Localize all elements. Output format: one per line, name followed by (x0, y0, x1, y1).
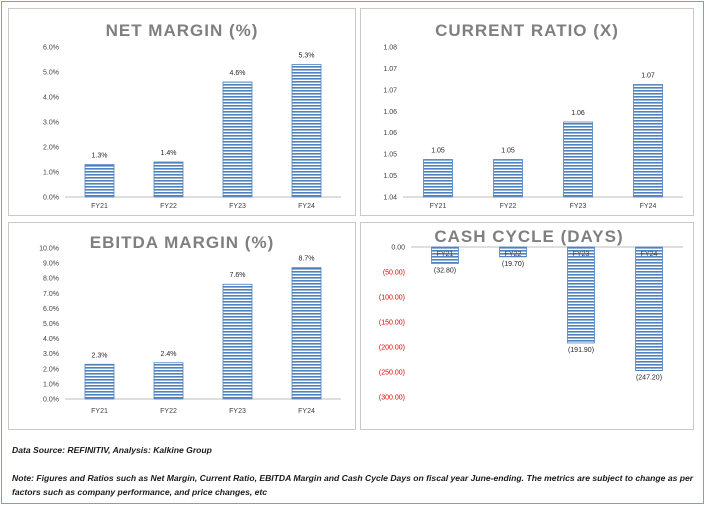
category-label: FY23 (573, 251, 590, 258)
y-tick-label: 3.0% (43, 351, 59, 358)
y-tick-label: 1.04 (383, 195, 397, 202)
y-tick-label: 9.0% (43, 261, 59, 268)
category-label: FY22 (160, 408, 177, 415)
bar-fy24 (291, 64, 322, 198)
note-text: Note: Figures and Ratios such as Net Mar… (12, 473, 694, 497)
y-tick-label: 0.0% (43, 195, 59, 202)
value-label: 7.6% (230, 272, 246, 279)
category-label: FY22 (160, 203, 177, 210)
y-tick-label: 1.0% (43, 170, 59, 177)
y-tick-label: 0.0% (43, 397, 59, 404)
bar-fy22 (499, 246, 527, 258)
value-label: 1.05 (501, 148, 515, 155)
ebitda-margin-panel: EBITDA MARGIN (%) 0.0% 1.0% 2.0% 3.0% 4.0% 5.0… (8, 222, 356, 430)
y-tick-label: 3.0% (43, 120, 59, 127)
y-tick-label: 2.0% (43, 145, 59, 152)
value-label: (19.70) (502, 261, 524, 268)
category-label: FY21 (437, 251, 454, 258)
bar-fy22 (493, 159, 523, 198)
y-tick-label: 1.0% (43, 381, 59, 388)
value-label: 1.06 (571, 110, 585, 117)
chart-title: CASH CYCLE (DAYS) (434, 227, 623, 246)
value-label: (191.90) (568, 347, 594, 354)
y-tick-label: 1.06 (383, 130, 397, 137)
value-label: 5.3% (299, 53, 315, 60)
bar-fy22 (153, 362, 184, 400)
category-label: FY23 (570, 203, 587, 210)
bar-fy24 (635, 246, 663, 371)
y-tick-label: 1.07 (383, 66, 397, 73)
y-tick-label: 1.07 (383, 87, 397, 94)
category-label: FY21 (91, 408, 108, 415)
bar-fy21 (423, 159, 453, 198)
ebitda-margin-chart: EBITDA MARGIN (%) 0.0% 1.0% 2.0% 3.0% 4.0% 5.0… (39, 233, 341, 415)
y-tick-label: 6.0% (43, 45, 59, 52)
y-tick-label: 8.0% (43, 276, 59, 283)
bar-fy23 (222, 283, 253, 400)
chart-title: CURRENT RATIO (X) (435, 21, 619, 40)
y-tick-label: 4.0% (43, 95, 59, 102)
y-tick-label: 0.00 (391, 245, 405, 252)
y-tick-label: 1.05 (383, 152, 397, 159)
data-source-text: Data Source: REFINITIV, Analysis: Kalkin… (12, 445, 212, 455)
category-label: FY24 (298, 408, 315, 415)
chart-title: NET MARGIN (%) (106, 21, 259, 40)
bar-fy23 (563, 121, 593, 198)
cash-cycle-panel: CASH CYCLE (DAYS) 0.00 (50.00) (100.00) (150… (360, 222, 694, 430)
y-tick-label: (200.00) (379, 345, 405, 352)
category-label: FY23 (229, 408, 246, 415)
value-label: 1.4% (161, 150, 177, 157)
bar-fy24 (291, 267, 322, 400)
y-tick-label: 2.0% (43, 366, 59, 373)
net-margin-panel: NET MARGIN (%) 0.0% 1.0% 2.0% 3.0% 4.0% 5.0% 6.… (8, 8, 356, 216)
chart-title: EBITDA MARGIN (%) (90, 233, 274, 252)
y-tick-label: 1.05 (383, 173, 397, 180)
value-label: 2.3% (92, 352, 108, 359)
y-tick-label: (150.00) (379, 320, 405, 327)
category-label: FY21 (430, 203, 447, 210)
cash-cycle-chart: CASH CYCLE (DAYS) 0.00 (50.00) (100.00) (150… (379, 227, 683, 402)
y-tick-label: 10.0% (39, 246, 59, 253)
y-tick-label: 6.0% (43, 306, 59, 313)
bar-fy23 (222, 81, 253, 198)
category-label: FY21 (91, 203, 108, 210)
category-label: FY22 (505, 251, 522, 258)
category-label: FY23 (229, 203, 246, 210)
bar-fy21 (84, 363, 115, 400)
y-tick-label: (50.00) (383, 270, 405, 277)
bar-fy21 (431, 246, 459, 264)
bar-fy22 (153, 161, 184, 198)
current-ratio-panel: CURRENT RATIO (X) 1.04 1.05 1.05 1.06 1.06 1.0… (360, 8, 694, 216)
bar-fy23 (567, 246, 595, 344)
y-tick-label: 1.08 (383, 45, 397, 52)
net-margin-chart: NET MARGIN (%) 0.0% 1.0% 2.0% 3.0% 4.0% 5.0% 6.… (43, 21, 341, 210)
y-tick-label: (300.00) (379, 395, 405, 402)
value-label: 4.6% (230, 70, 246, 77)
category-label: FY24 (641, 251, 658, 258)
category-label: FY24 (640, 203, 657, 210)
y-tick-label: 5.0% (43, 321, 59, 328)
y-tick-label: 5.0% (43, 70, 59, 77)
y-tick-label: 1.06 (383, 109, 397, 116)
y-tick-label: (250.00) (379, 370, 405, 377)
y-tick-label: 4.0% (43, 336, 59, 343)
category-label: FY24 (298, 203, 315, 210)
y-tick-label: 7.0% (43, 291, 59, 298)
bar-fy24 (633, 84, 663, 198)
value-label: 1.07 (641, 73, 655, 80)
value-label: 1.05 (431, 148, 445, 155)
value-label: 2.4% (161, 351, 177, 358)
value-label: 1.3% (92, 153, 108, 160)
y-tick-label: (100.00) (379, 295, 405, 302)
value-label: (32.80) (434, 267, 456, 274)
value-label: (247.20) (636, 375, 662, 382)
category-label: FY22 (500, 203, 517, 210)
current-ratio-chart: CURRENT RATIO (X) 1.04 1.05 1.05 1.06 1.06 1.0… (383, 21, 683, 210)
value-label: 8.7% (299, 256, 315, 263)
bar-fy21 (84, 164, 115, 198)
